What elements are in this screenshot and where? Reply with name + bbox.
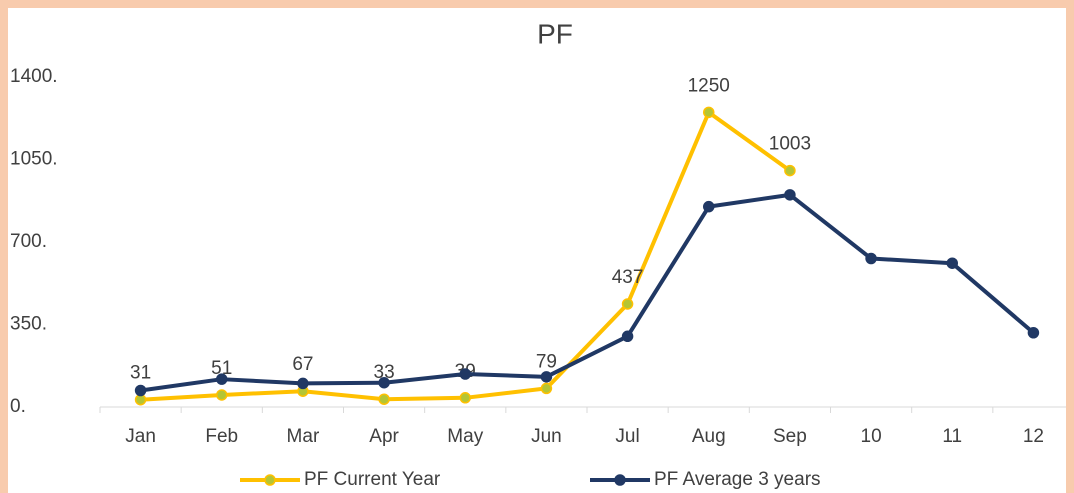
legend-label: PF Current Year <box>304 469 441 490</box>
chart-title: PF <box>537 18 573 49</box>
x-tick-label: 11 <box>942 426 962 447</box>
data-point <box>378 393 390 405</box>
y-tick-label: 350. <box>10 314 47 335</box>
data-label: 79 <box>536 351 557 372</box>
plot-panel <box>8 8 1066 493</box>
series-line <box>140 192 1035 393</box>
x-tick-label: Sep <box>773 426 807 447</box>
x-tick-label: 10 <box>861 426 882 447</box>
data-point <box>784 164 796 177</box>
x-tick-label: May <box>447 426 483 447</box>
x-tick-label: Mar <box>287 426 320 447</box>
data-point <box>378 376 390 389</box>
data-label: 1003 <box>769 134 811 155</box>
data-point <box>784 189 796 201</box>
x-tick-label: 12 <box>1023 426 1044 447</box>
data-point <box>459 368 471 380</box>
data-point <box>703 200 715 213</box>
data-point <box>946 257 958 269</box>
x-tick-label: Aug <box>692 426 726 447</box>
data-point <box>865 252 877 265</box>
legend-label: PF Average 3 years <box>654 469 821 490</box>
data-label: 51 <box>211 358 232 379</box>
y-tick-label: 700. <box>10 231 47 252</box>
x-tick-label: Apr <box>369 426 399 447</box>
data-point <box>134 384 147 397</box>
data-point <box>540 371 553 383</box>
legend-marker <box>264 474 276 486</box>
data-point <box>297 377 309 390</box>
data-label: 31 <box>130 363 151 384</box>
x-tick-label: Jun <box>531 426 562 447</box>
data-label: 67 <box>292 354 313 375</box>
data-label: 437 <box>612 267 644 288</box>
x-tick-label: Feb <box>205 426 238 447</box>
data-point <box>459 392 471 404</box>
x-tick-label: Jan <box>125 426 156 447</box>
data-point <box>540 382 553 395</box>
data-label: 1250 <box>688 75 730 96</box>
data-label: 33 <box>374 362 395 383</box>
data-point <box>621 330 634 343</box>
x-tick-label: Jul <box>615 426 639 447</box>
data-point <box>621 298 634 310</box>
y-tick-label: 1050. <box>10 149 58 170</box>
data-point <box>1027 327 1040 339</box>
data-point <box>216 373 228 385</box>
data-point <box>703 106 715 119</box>
y-tick-label: 0. <box>10 396 26 417</box>
legend-marker <box>614 474 626 486</box>
y-tick-label: 1400. <box>10 66 58 87</box>
data-point <box>216 389 228 401</box>
